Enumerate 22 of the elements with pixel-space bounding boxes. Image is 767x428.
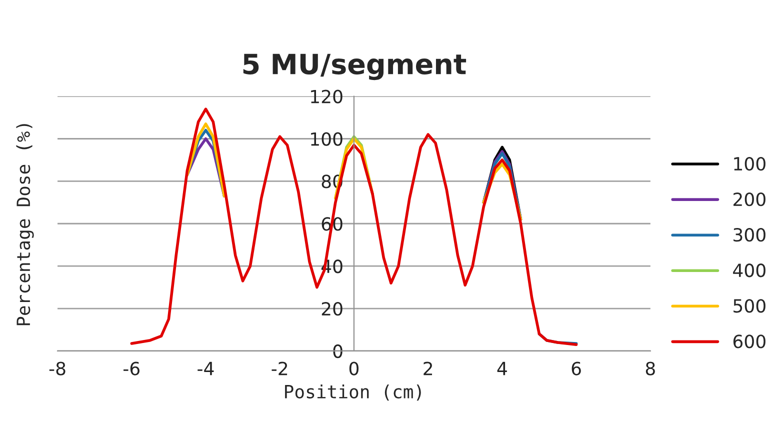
x-tick-label: 2 xyxy=(424,362,432,376)
y-tick-label: 120 xyxy=(311,90,342,104)
x-tick-label: 0 xyxy=(349,362,359,376)
chart-title: 5 MU/segment xyxy=(243,54,466,80)
legend-label: 400 xyxy=(733,264,766,278)
x-tick-label: -2 xyxy=(272,362,288,376)
x-tick-label: -4 xyxy=(198,362,214,376)
legend-label: 200 xyxy=(734,192,766,206)
legend-label: 600 xyxy=(733,334,766,348)
legend-label: 100 xyxy=(734,156,766,171)
y-tick-label: 20 xyxy=(322,302,342,316)
legend-label: 300 xyxy=(734,228,766,242)
y-axis-title: Percentage Dose (%) xyxy=(16,124,34,326)
y-tick-label: 100 xyxy=(311,132,342,146)
line-series xyxy=(130,108,578,346)
legend-label: 500 xyxy=(734,299,766,313)
x-tick-label: 6 xyxy=(572,362,581,376)
x-tick-label: -8 xyxy=(49,362,66,376)
x-tick-label: -6 xyxy=(124,362,140,376)
x-axis-title: Position (cm) xyxy=(285,384,421,401)
x-tick-label: 4 xyxy=(497,362,507,376)
x-tick-label: 8 xyxy=(646,362,655,376)
